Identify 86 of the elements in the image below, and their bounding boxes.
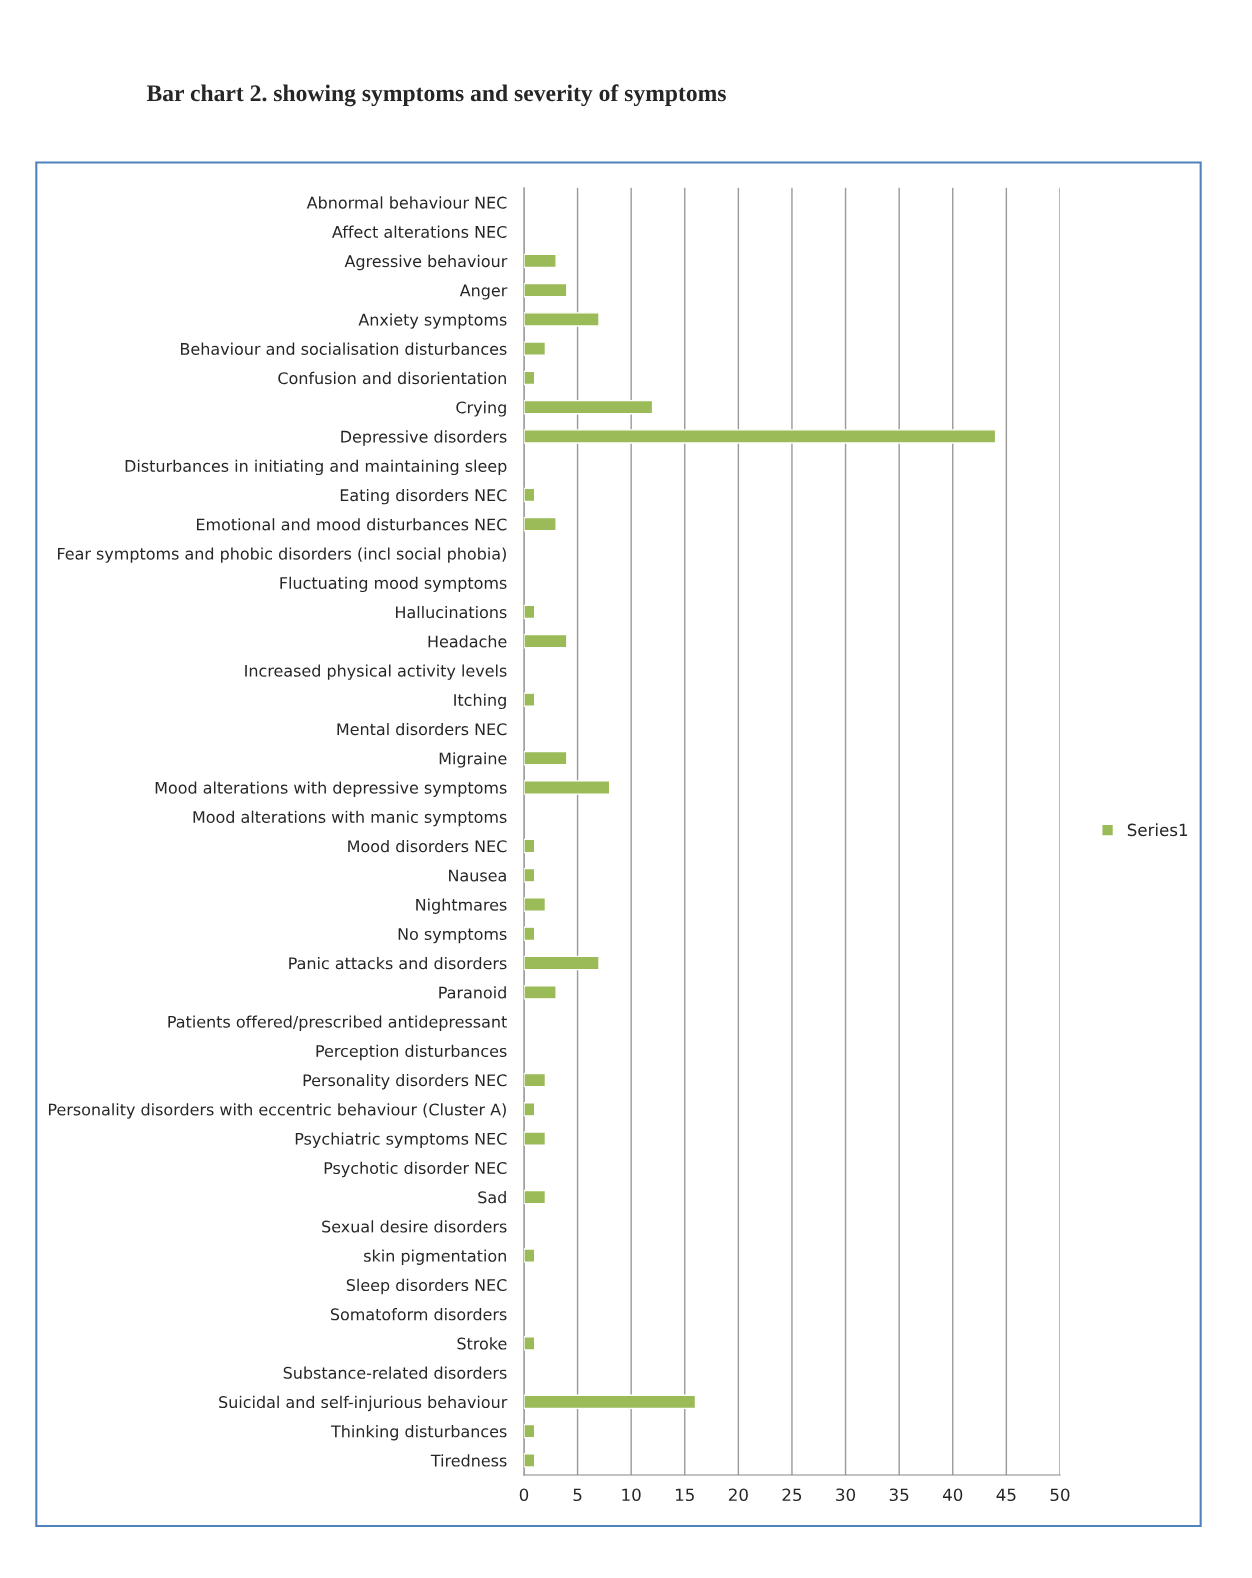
bar — [523, 399, 654, 415]
x-tick-label: 10 — [622, 1488, 641, 1502]
bar — [523, 1394, 697, 1410]
bar — [523, 633, 568, 649]
bar — [523, 897, 547, 912]
bar — [523, 984, 557, 1000]
y-tick-label: Suicidal and self-injurious behaviour — [219, 1395, 508, 1412]
bar — [523, 750, 568, 766]
y-tick-label: Thinking disturbances — [330, 1425, 507, 1441]
y-tick-label: Patients offered/prescribed antidepressant — [168, 1015, 507, 1031]
y-tick-label: No symptoms — [398, 928, 507, 944]
y-tick-label: Panic attacks and disorders — [289, 956, 507, 970]
y-tick-label: Perception disturbances — [316, 1044, 507, 1061]
y-tick-label: Somatoform disorders — [330, 1307, 507, 1321]
x-tick-label: 5 — [573, 1488, 582, 1502]
bar — [523, 867, 536, 883]
bar — [523, 1072, 547, 1088]
y-tick-label: Itching — [454, 693, 506, 710]
x-tick-label: 35 — [889, 1488, 909, 1502]
y-tick-label: Mood alterations with manic symptoms — [193, 810, 507, 827]
y-tick-label: Crying — [456, 401, 506, 417]
bar — [523, 516, 557, 532]
bar — [523, 1336, 536, 1351]
y-tick-label: Fluctuating mood symptoms — [280, 576, 507, 593]
y-tick-label: Psychotic disorder NEC — [324, 1161, 507, 1178]
y-tick-label: Tiredness — [430, 1454, 507, 1467]
bar — [523, 1453, 536, 1468]
y-tick-label: Disturbances in initiating and maintaining sleep — [125, 459, 507, 476]
y-tick-label: Sexual desire disorders — [322, 1220, 507, 1233]
y-tick-label: Headache — [428, 635, 507, 648]
y-tick-label: Emotional and mood disturbances NEC — [197, 518, 507, 531]
y-tick-label: Fear symptoms and phobic disorders (incl social phobia) — [58, 547, 506, 563]
x-tick-label: 30 — [836, 1488, 856, 1502]
bar — [523, 955, 600, 971]
y-tick-label: Confusion and disorientation — [278, 371, 506, 385]
bar — [523, 1189, 547, 1205]
y-tick-label: Nightmares — [416, 898, 507, 914]
y-tick-label: Mood alterations with depressive symptoms — [155, 781, 507, 797]
y-tick-label: Personality disorders with eccentric behaviour (Cluster A) — [48, 1103, 506, 1119]
bar — [523, 487, 536, 503]
y-tick-label: Sleep disorders NEC — [346, 1278, 507, 1295]
bar — [523, 1248, 536, 1263]
bar — [523, 282, 568, 298]
y-tick-label: Substance-related disorders — [283, 1366, 507, 1379]
y-tick-label: Depressive disorders — [341, 430, 507, 446]
bar — [523, 1102, 536, 1117]
y-tick-label: Migraine — [439, 752, 507, 768]
y-tick-label: Agressive behaviour — [344, 254, 508, 271]
bar — [523, 1131, 547, 1146]
x-tick-label: 0 — [519, 1488, 529, 1502]
y-tick-label: Psychiatric symptoms NEC — [295, 1132, 507, 1148]
bar — [523, 429, 997, 444]
bar — [523, 312, 600, 327]
y-tick-label: Mood disorders NEC — [348, 839, 507, 853]
y-tick-label: Sad — [478, 1190, 506, 1204]
x-tick-label: 45 — [996, 1488, 1016, 1502]
bar — [523, 1423, 536, 1439]
legend-label: Series1 — [1127, 823, 1188, 837]
y-tick-label: Hallucinations — [396, 605, 507, 619]
x-tick-label: 50 — [1050, 1488, 1070, 1502]
chart-title: Bar chart 2. showing symptoms and severity of symptoms — [146, 84, 726, 107]
bar — [523, 370, 536, 386]
x-tick-label: 25 — [782, 1488, 802, 1502]
bar — [523, 838, 536, 854]
x-tick-label: 40 — [942, 1488, 963, 1502]
y-tick-label: Personality disorders NEC — [303, 1073, 507, 1090]
y-tick-label: skin pigmentation — [364, 1249, 506, 1265]
x-tick-label: 15 — [675, 1488, 694, 1502]
x-tick-label: 20 — [728, 1488, 748, 1502]
y-tick-label: Behaviour and socialisation disturbances — [181, 342, 507, 355]
bar — [523, 926, 536, 942]
y-tick-label: Stroke — [457, 1337, 507, 1350]
y-tick-label: Nausea — [449, 869, 506, 882]
y-tick-label: Affect alterations NEC — [332, 225, 507, 238]
bar — [523, 604, 536, 620]
y-tick-label: Increased physical activity levels — [245, 664, 507, 680]
bar — [523, 780, 611, 795]
y-tick-label: Anger — [459, 284, 508, 300]
bar — [523, 253, 557, 269]
bar — [523, 692, 536, 708]
bar — [523, 341, 547, 356]
y-tick-label: Eating disorders NEC — [340, 488, 507, 505]
y-tick-label: Abnormal behaviour NEC — [306, 196, 507, 209]
y-tick-label: Anxiety symptoms — [358, 313, 507, 329]
y-tick-label: Paranoid — [439, 986, 506, 999]
y-tick-label: Mental disorders NEC — [337, 722, 507, 736]
